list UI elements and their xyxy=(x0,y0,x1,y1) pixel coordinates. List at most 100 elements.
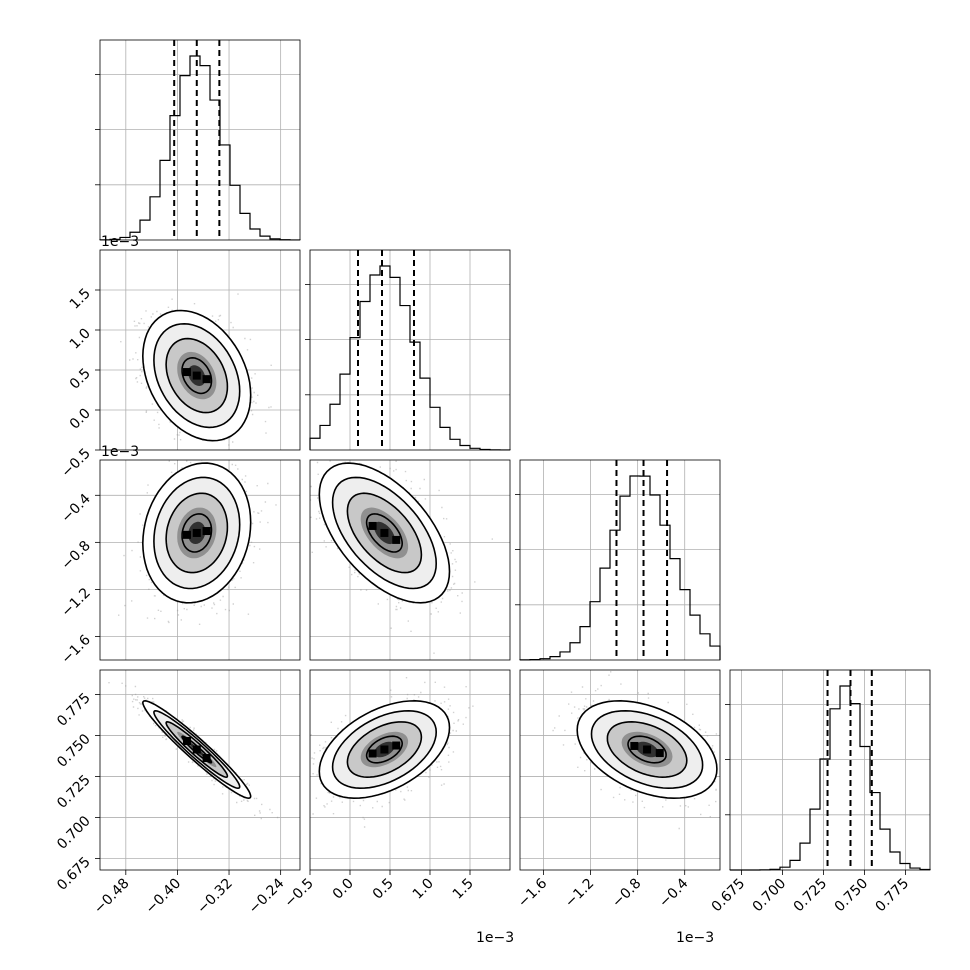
y-tick-label: 0.5 xyxy=(67,366,94,393)
y-tick-label: −0.4 xyxy=(58,491,93,526)
panel-content xyxy=(310,460,510,660)
panel-frame xyxy=(519,459,721,661)
y-tick-label: 0.775 xyxy=(54,690,94,730)
histogram-step-line xyxy=(309,265,511,451)
x-tick-label: −0.40 xyxy=(143,876,185,918)
density-cell xyxy=(192,745,201,754)
y-tick-label: 1.0 xyxy=(67,326,94,353)
density-cell xyxy=(202,754,211,763)
contour-line xyxy=(153,476,241,590)
contour-line xyxy=(576,699,718,800)
x-tick-label: 0.750 xyxy=(832,876,872,916)
y-tick-label: 0.700 xyxy=(54,813,94,853)
contour-line xyxy=(141,462,252,604)
density-cell xyxy=(392,535,401,544)
contour-line xyxy=(346,492,423,574)
density-cell xyxy=(192,371,201,380)
scatter-panel-3-1: −0.5 0.0 0.5 1.0 1.5 xyxy=(281,669,511,911)
y-tick-label: −0.8 xyxy=(58,538,93,573)
contour-line xyxy=(627,735,667,764)
contour-line xyxy=(365,513,404,553)
contour-line xyxy=(365,735,404,764)
x-tick-label: 0.5 xyxy=(370,876,397,903)
contour-line xyxy=(153,322,241,429)
panel-frame xyxy=(99,669,301,871)
contour-line xyxy=(165,337,229,414)
panel-content xyxy=(520,670,720,870)
density-cell xyxy=(182,368,191,377)
panel-frame xyxy=(99,249,301,451)
density-cell xyxy=(380,528,389,537)
y-tick-label: 0.0 xyxy=(67,406,94,433)
panel-frame xyxy=(309,459,511,661)
contour-line xyxy=(165,720,229,779)
contour-line xyxy=(153,709,241,790)
x-tick-label: −0.48 xyxy=(91,876,133,918)
y-tick-label: 1.5 xyxy=(67,286,94,313)
x-tick-label: −0.24 xyxy=(246,875,288,917)
contour-line xyxy=(331,709,438,790)
contour-line xyxy=(318,462,451,604)
x-tick-label: −0.5 xyxy=(281,876,316,911)
contour-line xyxy=(165,492,229,574)
panel-content xyxy=(100,250,300,450)
x-tick-label: 0.0 xyxy=(330,876,357,903)
y-tick-label: −0.5 xyxy=(58,446,93,481)
x-tick-label: 0.775 xyxy=(873,876,913,916)
x-tick-label: −0.32 xyxy=(194,876,236,918)
contour-line xyxy=(141,309,252,442)
contour-line xyxy=(181,735,213,764)
scatter-panel-2-1 xyxy=(309,459,511,661)
histogram-panel-3 xyxy=(725,669,931,871)
contour-line xyxy=(590,709,704,790)
offset-label-row-1: 1e−3 xyxy=(101,234,139,250)
panel-frame xyxy=(99,39,301,241)
panel-frame xyxy=(309,669,511,871)
x-tick-label: 0.675 xyxy=(709,876,749,916)
offset-label-row-2: 1e−3 xyxy=(101,444,139,460)
scatter-panel-3-2: −1.6 −1.2 −0.8 −0.4 xyxy=(515,669,721,911)
histogram-step-line xyxy=(730,685,931,871)
density-cell xyxy=(630,741,639,750)
scatter-panel-2-0: −1.6 −1.2 −0.8 −0.4 xyxy=(58,459,301,667)
offset-label-col-1: 1e−3 xyxy=(476,930,514,946)
density-cell xyxy=(368,521,377,530)
y-tick-label: −1.6 xyxy=(58,632,93,667)
histogram-panel-0 xyxy=(95,39,301,241)
scatter-panel-1-0: −0.5 0.0 0.5 1.0 1.5 xyxy=(58,249,301,481)
offset-label-col-2: 1e−3 xyxy=(676,930,714,946)
histogram-x-ticks: 0.675 0.700 0.725 0.750 0.775 xyxy=(709,870,913,916)
density-cell xyxy=(655,749,664,758)
density-cell xyxy=(202,527,211,536)
density-cell xyxy=(368,749,377,758)
x-tick-label: −0.8 xyxy=(609,876,644,911)
contour-line xyxy=(331,476,438,590)
panel-content xyxy=(100,670,300,870)
contour-line xyxy=(606,720,688,779)
density-cell xyxy=(380,745,389,754)
panel-frame xyxy=(729,669,931,871)
contour-line xyxy=(181,513,213,553)
density-cell xyxy=(643,745,652,754)
density-cell xyxy=(182,737,191,746)
x-tick-label: 0.725 xyxy=(791,876,831,916)
x-tick-label: 1.0 xyxy=(410,876,437,903)
y-tick-label: 0.725 xyxy=(54,772,94,812)
density-cell xyxy=(392,741,401,750)
panel-frame xyxy=(99,459,301,661)
y-tick-label: −1.2 xyxy=(58,585,93,620)
panel-frame xyxy=(519,669,721,871)
panel-content xyxy=(100,460,300,660)
x-tick-label: −0.4 xyxy=(656,875,691,910)
x-tick-label: 0.700 xyxy=(750,876,790,916)
panel-content xyxy=(310,670,510,870)
histogram-panel-2 xyxy=(515,459,721,661)
histogram-step-line xyxy=(519,475,721,661)
x-tick-label: −1.6 xyxy=(515,875,550,910)
x-tick-label: 1.5 xyxy=(450,876,477,903)
density-cell xyxy=(202,375,211,384)
panel-frame xyxy=(309,249,511,451)
contour-line xyxy=(346,721,423,779)
